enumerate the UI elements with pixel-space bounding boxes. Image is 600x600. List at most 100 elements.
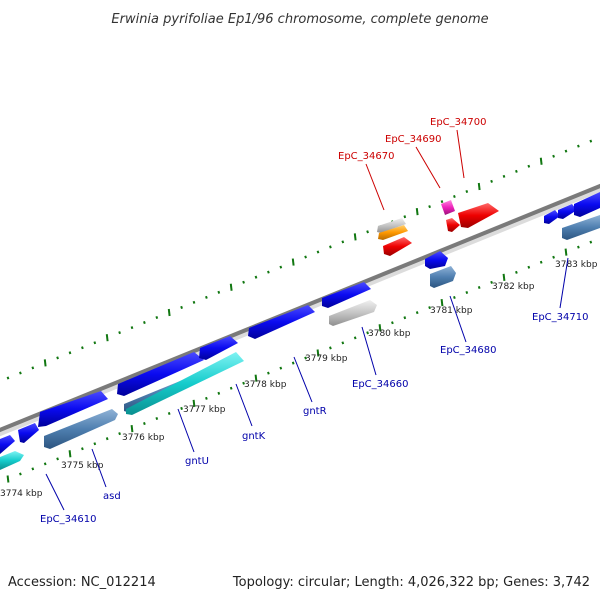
minor-tick: [304, 255, 307, 259]
gene-arrow[interactable]: [0, 451, 24, 470]
gene-arrow[interactable]: [38, 391, 108, 427]
major-tick: [378, 324, 382, 332]
gene-label-EpC_34700[interactable]: EpC_34700: [430, 117, 486, 128]
minor-tick: [130, 326, 134, 330]
gene-arrow[interactable]: [544, 210, 560, 224]
accession-text: Accession: NC_012214: [8, 575, 156, 590]
minor-tick: [465, 189, 469, 194]
major-tick: [477, 182, 481, 191]
leader-line: [91, 448, 107, 488]
minor-tick: [68, 351, 72, 355]
minor-tick: [552, 154, 555, 158]
scale-label: 3775 kbp: [61, 461, 104, 471]
gene-arrow[interactable]: [248, 305, 315, 339]
gene-arrow[interactable]: [446, 218, 460, 232]
gene-label-EpC_34670[interactable]: EpC_34670: [338, 151, 394, 162]
gene-arrow-EpC_34700[interactable]: [458, 203, 499, 228]
leader-line: [177, 408, 195, 453]
minor-tick: [391, 321, 394, 325]
gene-arrow[interactable]: [322, 282, 371, 308]
gene-label-EpC_34690[interactable]: EpC_34690: [385, 134, 441, 145]
gene-label-gntR[interactable]: gntR: [303, 406, 327, 417]
minor-tick: [155, 315, 159, 320]
gene-label-asd[interactable]: asd: [103, 491, 121, 502]
gene-arrow[interactable]: [0, 435, 15, 454]
leader-line: [361, 326, 377, 376]
major-tick: [564, 248, 568, 256]
minor-tick: [577, 144, 580, 148]
minor-tick: [43, 462, 47, 466]
minor-tick: [329, 245, 332, 249]
minor-tick: [527, 164, 531, 168]
gene-label-gntU[interactable]: gntU: [185, 456, 209, 467]
gene-arrow[interactable]: [574, 192, 600, 217]
minor-tick: [242, 280, 245, 284]
minor-tick: [217, 391, 221, 395]
minor-tick: [118, 331, 121, 335]
gene-arrow-EpC_34690[interactable]: [441, 200, 455, 215]
minor-tick: [267, 270, 270, 274]
minor-tick: [403, 316, 407, 320]
gene-arrow-EpC_34710[interactable]: [562, 215, 600, 240]
minor-tick: [19, 371, 22, 375]
minor-tick: [440, 200, 444, 204]
major-tick: [539, 157, 543, 165]
minor-tick: [453, 296, 456, 300]
minor-tick: [6, 376, 10, 380]
gene-arrow-EpC_34680[interactable]: [425, 251, 448, 269]
minor-tick: [366, 230, 369, 234]
gene-arrow[interactable]: [117, 352, 204, 396]
gene-arrow-EpC_34670[interactable]: [377, 218, 406, 233]
major-tick: [316, 349, 320, 357]
leader-line: [449, 295, 467, 343]
gene-arrow[interactable]: [44, 409, 118, 449]
genome-summary-text: Topology: circular; Length: 4,026,322 bp…: [232, 575, 590, 590]
gene-arrow[interactable]: [199, 336, 238, 360]
minor-tick: [267, 371, 270, 375]
minor-tick: [515, 169, 518, 173]
gene-arrow[interactable]: [558, 204, 577, 219]
major-tick: [192, 399, 196, 408]
minor-tick: [329, 346, 332, 350]
minor-tick: [242, 381, 245, 385]
gene-arrow[interactable]: [126, 352, 244, 415]
major-tick: [291, 258, 295, 266]
gene-arrow[interactable]: [430, 266, 456, 288]
gene-label-EpC_34680[interactable]: EpC_34680: [440, 345, 496, 356]
minor-tick: [81, 346, 84, 350]
minor-tick: [105, 437, 109, 441]
minor-tick: [167, 411, 171, 415]
minor-tick: [279, 366, 283, 370]
minor-tick: [316, 250, 320, 254]
gene-label-EpC_34710[interactable]: EpC_34710: [532, 312, 588, 323]
gene-arrow[interactable]: [18, 423, 39, 443]
minor-tick: [428, 205, 431, 209]
minor-tick: [341, 240, 345, 244]
leader-line: [365, 163, 385, 211]
major-tick: [502, 273, 506, 281]
minor-tick: [31, 366, 35, 370]
gene-arrow-EpC_34660[interactable]: [329, 300, 377, 326]
gene-arrow[interactable]: [383, 237, 412, 256]
reverse-genes: [0, 215, 600, 470]
gene-label-EpC_34660[interactable]: EpC_34660: [352, 379, 408, 390]
major-tick: [353, 233, 357, 241]
minor-tick: [291, 361, 295, 365]
leader-lines: [45, 129, 569, 511]
gene-arrow[interactable]: [378, 225, 408, 240]
minor-tick: [515, 270, 518, 274]
minor-tick: [81, 447, 84, 451]
minor-tick: [217, 290, 221, 294]
minor-tick: [490, 179, 493, 183]
minor-tick: [589, 240, 593, 244]
minor-tick: [428, 306, 431, 310]
minor-tick: [155, 416, 159, 421]
gene-label-EpC_34610[interactable]: EpC_34610: [40, 514, 96, 525]
minor-tick: [143, 321, 146, 325]
major-tick: [167, 308, 171, 317]
gene-label-gntK[interactable]: gntK: [242, 431, 266, 442]
minor-tick: [564, 149, 568, 153]
minor-tick: [552, 255, 555, 259]
leader-line: [456, 129, 465, 179]
